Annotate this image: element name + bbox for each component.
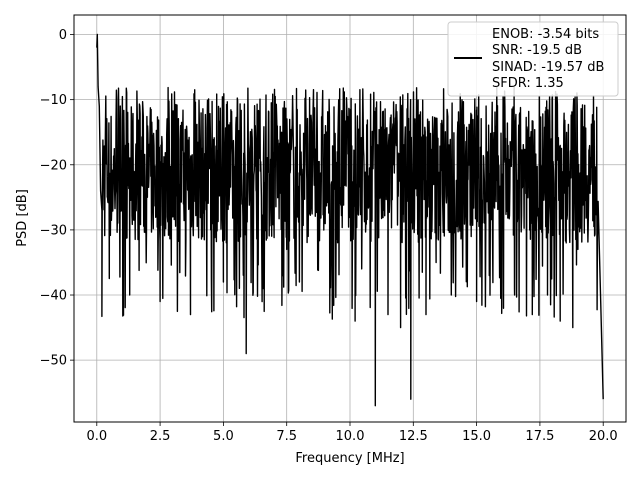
psd-series-line xyxy=(96,33,604,407)
axis-ticks: 0.0 2.5 5.0 7.5 10.0 12.5 15.0 17.5 20.0 0 −10 −20 −… xyxy=(40,28,618,444)
legend-line-enob: ENOB: -3.54 bits xyxy=(492,27,599,42)
y-tick-label: −40 xyxy=(40,289,67,304)
legend-line-sinad: SINAD: -19.57 dB xyxy=(492,60,604,75)
y-tick-label: −30 xyxy=(40,223,67,238)
x-tick-label: 15.0 xyxy=(462,429,491,444)
y-tick-label: −20 xyxy=(40,158,67,173)
legend-line-sfdr: SFDR: 1.35 xyxy=(492,76,564,91)
x-tick-label: 5.0 xyxy=(213,429,234,444)
y-tick-label: −50 xyxy=(40,354,67,369)
x-tick-label: 12.5 xyxy=(399,429,428,444)
x-axis-label: Frequency [MHz] xyxy=(295,451,404,466)
legend-line-snr: SNR: -19.5 dB xyxy=(492,43,582,58)
x-tick-label: 20.0 xyxy=(589,429,618,444)
x-tick-label: 7.5 xyxy=(276,429,297,444)
x-tick-label: 17.5 xyxy=(525,429,554,444)
x-tick-label: 2.5 xyxy=(150,429,171,444)
legend-box xyxy=(447,21,619,97)
x-tick-label: 10.0 xyxy=(336,429,365,444)
y-tick-label: 0 xyxy=(59,28,67,43)
x-tick-label: 0.0 xyxy=(86,429,107,444)
y-tick-label: −10 xyxy=(40,93,67,108)
y-axis-label: PSD [dB] xyxy=(15,189,30,247)
legend: ENOB: -3.54 bits SNR: -19.5 dB SINAD: -1… xyxy=(447,21,619,97)
psd-trace xyxy=(96,33,604,407)
